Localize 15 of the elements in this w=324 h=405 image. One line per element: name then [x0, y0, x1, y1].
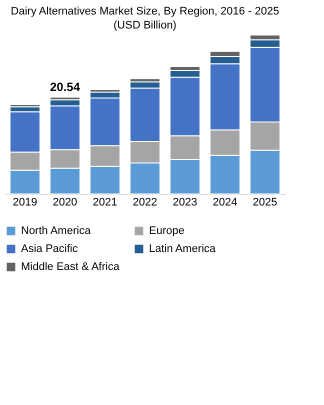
- chart-title: Dairy Alternatives Market Size, By Region, 2016 - 2025: [10, 6, 280, 18]
- x-tick-label: 2019: [12, 196, 38, 208]
- legend-label: Middle East & Africa: [21, 261, 120, 273]
- annotation: 20.54: [50, 80, 80, 94]
- legend-label: Europe: [149, 225, 184, 237]
- x-tick-label: 2022: [132, 196, 158, 208]
- x-tick-label: 2023: [172, 196, 198, 208]
- x-tick-label: 2025: [252, 196, 278, 208]
- x-tick-label: 2020: [52, 196, 78, 208]
- legend-label: Latin America: [149, 243, 217, 255]
- x-tick-label: 2021: [92, 196, 118, 208]
- chart-subtitle: (USD Billion): [114, 20, 176, 32]
- legend-label: Asia Pacific: [21, 243, 78, 255]
- legend-label: North America: [21, 225, 92, 237]
- x-tick-label: 2024: [212, 196, 238, 208]
